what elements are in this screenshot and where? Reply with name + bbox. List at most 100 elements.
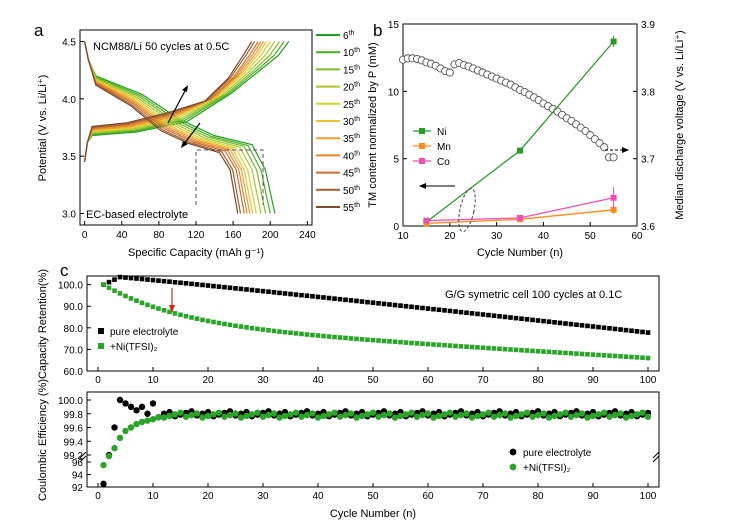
panel-b-dashed-ellipse [458,187,476,233]
panel-c-top-xtick-label: 100 [640,375,657,386]
panel-c-top-point-ni [403,340,409,345]
panel-c-top-point-ni [376,338,381,343]
panel-b-yticks-right: 3.6 3.7 3.8 3.9 [633,20,655,233]
panel-c-top-ylabel: Capacity Retention(%) [37,269,49,379]
panel-b-xtick-label: 60 [631,231,643,242]
panel-c-top-point-ni [101,282,106,287]
panel-c-bottom-point-ni [122,427,129,435]
panel-c-top-point-pure [123,275,128,280]
panel-c-bottom-point-ni [468,414,476,421]
panel-c-bottom-point-pure [144,410,151,417]
panel-c-top-point-pure [541,318,546,324]
panel-c-top-point-pure [117,274,123,280]
panel-c-top-point-pure [387,302,392,307]
panel-c-bottom-point-ni [133,420,140,428]
panel-c-top-point-pure [612,326,618,332]
panel-b-xtick-label: 10 [397,231,409,242]
panel-c-top-legend-label: +Ni(TFSI)₂ [110,342,158,353]
panel-c-top-point-pure [497,314,502,319]
panel-c-top-point-pure [458,309,464,315]
panel-c-top-legend: pure electrolyte +Ni(TFSI)₂ [98,327,179,353]
panel-c-top-point-ni [128,296,134,301]
panel-c-bottom-point-ni [534,411,542,419]
panel-c-top-point-ni [530,348,535,354]
panel-c-top-point-pure [128,275,134,281]
panel-b-arrowhead-right [622,147,629,153]
panel-b-ytick-left-label: 0 [393,222,399,233]
panel-c-top-point-pure [266,289,271,295]
panel-c-top-legend-marker [98,328,104,334]
panel-c-top-point-pure [403,303,409,309]
panel-a-xtick-label: 240 [299,230,316,241]
panel-a-annotation: EC-based electrolyte [86,209,188,221]
panel-a-ytick-label: 4.0 [62,95,76,106]
panel-a: a NCM88/Li 50 cycles at 0.5C EC-based el… [34,21,360,259]
panel-c-top-point-ni [420,341,425,347]
panel-c-top-ytick-label: 70.0 [64,345,84,356]
panel-c-top-point-ni [348,336,354,341]
panel-c-bottom-point-ni [496,411,503,419]
panel-c-bottom-point-ni [265,411,272,419]
panel-c-top-point-ni [123,293,128,299]
panel-c-top-point-ni [222,321,227,327]
panel-a-xtick-label: 40 [116,230,128,241]
panel-c-top-point-ni [172,311,178,316]
panel-b-marker-Co [610,194,617,201]
panel-c-top-legend-label: pure electrolyte [110,327,179,338]
panel-a-legend-label-50: 50th [343,185,360,197]
panel-c-bottom-point-ni [237,414,245,421]
panel-b-legend-marker-Co [419,158,425,164]
panel-c-top-point-ni [552,349,557,355]
panel-c-top-point-ni [117,291,123,296]
panel-c-bottom-point-ni [457,411,465,419]
panel-a-legend-label-45: 45th [343,168,360,180]
panel-c-top-point-pure [200,282,205,288]
panel-c-top-point-ni [491,346,497,351]
panel-c-top-point-ni [321,333,326,339]
panel-c-top-point-pure [106,279,112,285]
panel-c-bottom-point-ni [413,413,421,420]
panel-c-bottom-xtick-label: 80 [532,491,544,502]
panel-c-top-point-ni [546,349,552,355]
panel-c-bottom-point-ni [606,413,613,420]
panel-c-top-point-pure [381,301,387,307]
panel-c-top-xtick-label: 40 [312,375,324,386]
panel-c-bottom-xtick-label: 60 [422,491,434,502]
panel-c-bottom-point-ni [254,409,261,416]
panel-c-top-point-pure [293,292,299,297]
panel-c-top-point-pure [282,291,288,296]
panel-c-bottom-point-ni [600,409,608,416]
panel-a-arrowhead-charge [182,85,188,92]
panel-a-ylabel: Potential (V vs. Li/Li⁺) [37,75,49,182]
panel-c-top-point-ni [442,342,447,348]
panel-c-bottom-ytick-label: 99.2 [64,451,84,462]
panel-b-xtick-label: 50 [585,231,597,242]
panel-c-top-point-ni [469,344,475,350]
panel-c-bottom-point-ni [259,413,267,420]
panel-c-bottom-point-ni [435,412,443,420]
panel-b-legend-marker-Mn [419,143,425,149]
panel-c-top-point-pure [205,283,211,288]
panel-c-top-point-ni [629,354,634,360]
panel-c-bottom-point-pure [100,480,107,488]
panel-c-bottom-point-ni [408,409,415,416]
panel-c-top-point-ni [640,355,645,360]
panel-a-legend-sup: th [354,202,360,209]
panel-c-top-point-pure [233,286,238,291]
panel-c-top-point-ni [612,353,618,359]
panel-c-bottom-point-ni [364,411,371,418]
panel-c-bottom-legend: pure electrolyte +Ni(TFSI)₂ [509,448,592,474]
panel-c-top-point-pure [315,294,321,300]
panel-c-top-point-pure [211,283,216,289]
panel-c-bottom-point-ni [276,414,283,421]
panel-c-bottom-point-ni [177,409,184,416]
panel-c-bottom-point-pure [111,424,118,431]
panel-c-top-point-ni [607,353,612,358]
panel-c-bottom-point-ni [358,412,366,420]
panel-c-bottom-point-ni [402,411,410,418]
panel-c-top-point-pure [530,317,535,323]
panel-c-top-point-ni [431,342,436,347]
panel-c-top-point-pure [337,296,343,302]
panel-c-top-point-ni [574,351,579,356]
